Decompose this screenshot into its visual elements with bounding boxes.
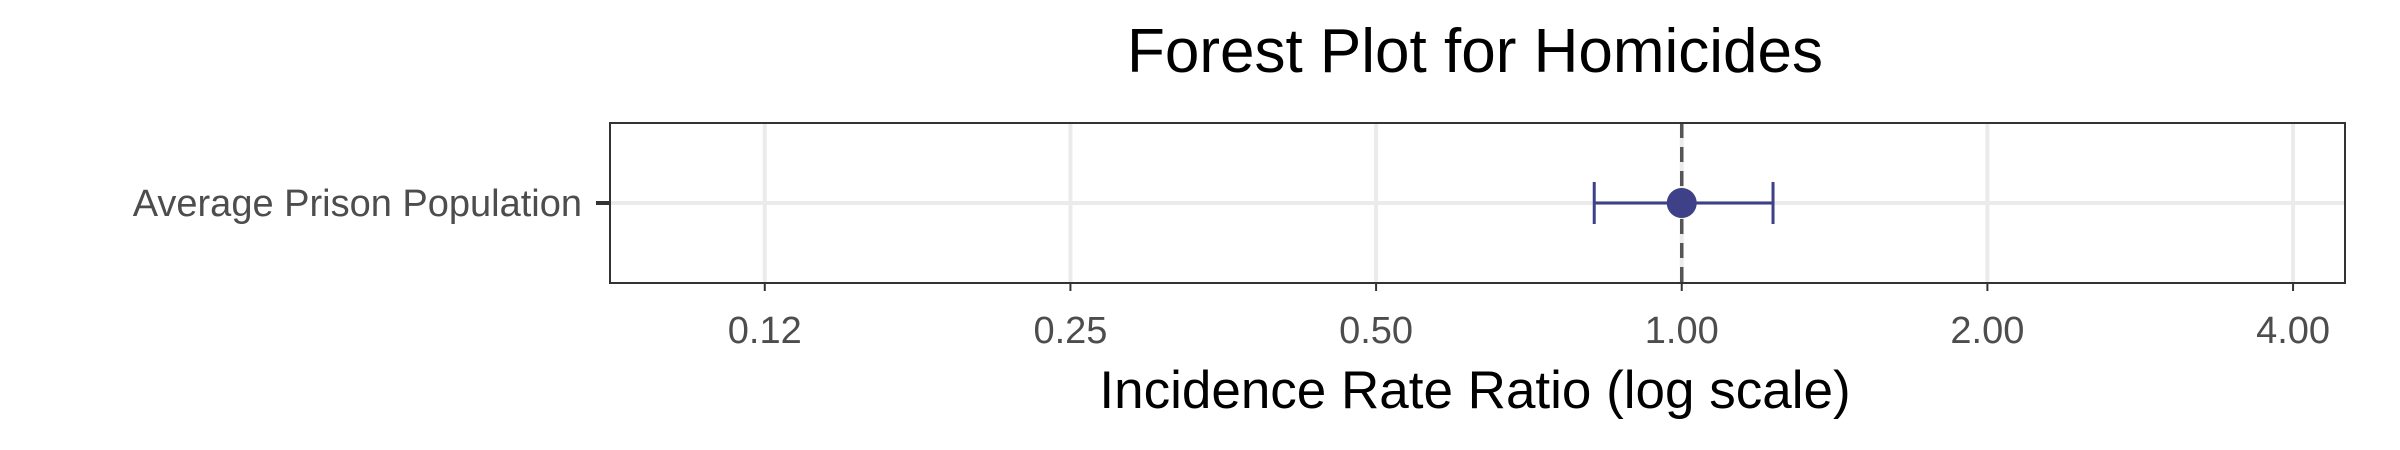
plot-panel — [609, 122, 2346, 284]
x-tick-label: 1.00 — [1645, 310, 1719, 352]
estimate-point — [1666, 188, 1697, 218]
y-tick-label: Average Prison Population — [133, 183, 582, 225]
y-axis: Average Prison Population — [133, 183, 610, 225]
x-tick-label: 0.50 — [1339, 310, 1413, 352]
x-tick-label: 0.12 — [728, 310, 802, 352]
x-axis-label: Incidence Rate Ratio (log scale) — [1099, 361, 1850, 420]
data-marks — [1592, 182, 1775, 224]
x-tick-label: 0.25 — [1033, 310, 1107, 352]
x-axis: 0.12 0.25 0.50 1.00 2.00 4.00 — [728, 283, 2330, 352]
x-tick-label: 2.00 — [1950, 310, 2024, 352]
chart-title: Forest Plot for Homicides — [1127, 17, 1823, 86]
x-tick-label: 4.00 — [2256, 310, 2330, 352]
